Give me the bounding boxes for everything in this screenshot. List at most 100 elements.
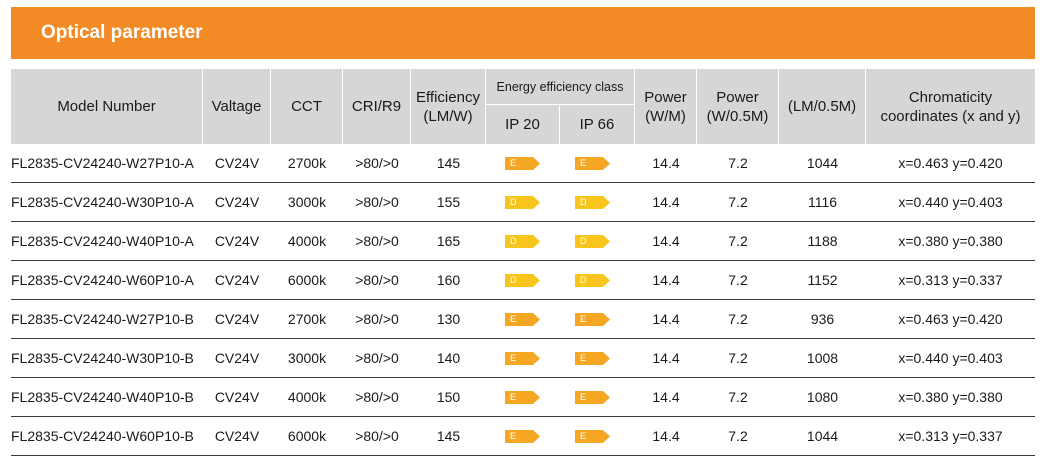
cell-power-half: 7.2 — [728, 311, 748, 327]
energy-class-letter: E — [510, 431, 517, 441]
cell-voltage: CV24V — [214, 311, 260, 327]
energy-class-badge-ip20: E — [505, 313, 540, 326]
cell-lm: 1152 — [807, 272, 838, 288]
cell-efficiency: 160 — [436, 272, 461, 288]
cell-cri: >80/>0 — [355, 350, 399, 366]
energy-class-letter: E — [510, 314, 517, 324]
cell-model: FL2835-CV24240-W27P10-A — [11, 155, 194, 171]
cell-power-half: 7.2 — [728, 194, 748, 210]
cell-chroma: x=0.440 y=0.403 — [898, 350, 1003, 366]
cell-cct: 4000k — [287, 389, 327, 405]
section-title: Optical parameter — [41, 22, 203, 43]
cell-lm: 1008 — [806, 350, 839, 366]
energy-class-letter: D — [510, 236, 517, 246]
cell-lm: 1188 — [807, 233, 838, 249]
table-row: FL2835-CV24240-W40P10-B CV24V 4000k >80/>0 1… — [11, 378, 1035, 417]
energy-class-badge-ip20: D — [505, 196, 540, 209]
energy-class-badge-ip66: E — [575, 352, 610, 365]
energy-class-letter: E — [510, 353, 517, 363]
cell-cct: 4000k — [287, 233, 327, 249]
energy-class-badge-ip20: D — [505, 235, 540, 248]
cell-cri: >80/>0 — [355, 194, 399, 210]
energy-class-letter: E — [580, 353, 587, 363]
cell-cri: >80/>0 — [355, 428, 399, 444]
cell-lm: 1080 — [806, 389, 839, 405]
cell-chroma: x=0.463 y=0.420 — [898, 311, 1003, 327]
energy-class-letter: E — [580, 392, 587, 402]
energy-class-badge-ip66: D — [575, 235, 610, 248]
cell-power-m: 14.4 — [652, 311, 680, 327]
cell-power-half: 7.2 — [728, 428, 748, 444]
energy-class-letter: D — [510, 275, 517, 285]
cell-chroma: x=0.380 y=0.380 — [898, 389, 1003, 405]
energy-class-letter: D — [580, 197, 587, 207]
energy-class-letter: E — [580, 431, 587, 441]
header-cct: CCT — [271, 69, 343, 144]
table-header: Model Number Valtage CCT CRI/R9 Efficien… — [11, 69, 1035, 144]
energy-class-letter: D — [580, 236, 587, 246]
header-power-half: Power (W/0.5M) — [697, 69, 779, 144]
energy-class-letter: E — [580, 314, 587, 324]
cell-power-m: 14.4 — [652, 155, 680, 171]
cell-voltage: CV24V — [214, 389, 260, 405]
cell-efficiency: 155 — [436, 194, 461, 210]
cell-chroma: x=0.380 y=0.380 — [898, 233, 1003, 249]
cell-model: FL2835-CV24240-W60P10-B — [11, 428, 194, 444]
cell-model: FL2835-CV24240-W40P10-B — [11, 389, 194, 405]
cell-cri: >80/>0 — [355, 311, 399, 327]
cell-model: FL2835-CV24240-W60P10-A — [11, 272, 194, 288]
energy-class-badge-ip66: D — [575, 274, 610, 287]
cell-lm: 1116 — [807, 194, 838, 210]
energy-class-letter: E — [510, 392, 517, 402]
cell-cct: 3000k — [287, 350, 327, 366]
energy-class-letter: E — [580, 158, 587, 168]
cell-power-m: 14.4 — [652, 428, 680, 444]
cell-lm: 936 — [810, 311, 835, 327]
table-row: FL2835-CV24240-W60P10-B CV24V 6000k >80/>0 1… — [11, 417, 1035, 456]
cell-chroma: x=0.313 y=0.337 — [898, 272, 1003, 288]
cell-chroma: x=0.463 y=0.420 — [898, 155, 1003, 171]
energy-class-badge-ip66: E — [575, 313, 610, 326]
energy-class-letter: D — [580, 275, 587, 285]
energy-class-badge-ip66: E — [575, 430, 610, 443]
energy-class-badge-ip20: D — [505, 274, 540, 287]
cell-efficiency: 150 — [436, 389, 461, 405]
cell-cct: 2700k — [287, 311, 327, 327]
cell-power-m: 14.4 — [652, 233, 680, 249]
energy-class-badge-ip66: E — [575, 157, 610, 170]
cell-voltage: CV24V — [214, 272, 260, 288]
cell-cct: 3000k — [287, 194, 327, 210]
cell-efficiency: 145 — [436, 155, 461, 171]
cell-cri: >80/>0 — [355, 389, 399, 405]
energy-class-badge-ip20: E — [505, 157, 540, 170]
cell-power-half: 7.2 — [728, 389, 748, 405]
cell-voltage: CV24V — [214, 233, 260, 249]
cell-cri: >80/>0 — [355, 233, 399, 249]
header-chroma: Chromaticity coordinates (x and y) — [880, 88, 1021, 125]
cell-chroma: x=0.313 y=0.337 — [898, 428, 1003, 444]
cell-efficiency: 145 — [436, 428, 461, 444]
cell-efficiency: 130 — [436, 311, 461, 327]
table-row: FL2835-CV24240-W60P10-A CV24V 6000k >80/>0 1… — [11, 261, 1035, 300]
energy-class-letter: E — [510, 158, 517, 168]
cell-model: FL2835-CV24240-W27P10-B — [11, 311, 194, 327]
cell-lm: 1044 — [806, 155, 839, 171]
energy-class-badge-ip20: E — [505, 352, 540, 365]
header-efficiency: Efficiency (LM/W) — [411, 69, 486, 144]
cell-cri: >80/>0 — [355, 272, 399, 288]
cell-voltage: CV24V — [214, 428, 260, 444]
cell-power-m: 14.4 — [652, 272, 680, 288]
cell-power-half: 7.2 — [728, 272, 748, 288]
table-row: FL2835-CV24240-W30P10-A CV24V 3000k >80/>0 1… — [11, 183, 1035, 222]
cell-power-m: 14.4 — [652, 389, 680, 405]
table-row: FL2835-CV24240-W40P10-A CV24V 4000k >80/>0 1… — [11, 222, 1035, 261]
cell-power-half: 7.2 — [728, 233, 748, 249]
header-power-m: Power (W/M) — [635, 69, 697, 144]
header-energy-class: Energy efficiency class — [486, 69, 635, 105]
cell-efficiency: 140 — [436, 350, 461, 366]
cell-voltage: CV24V — [214, 350, 260, 366]
energy-class-badge-ip66: E — [575, 391, 610, 404]
energy-class-letter: D — [510, 197, 517, 207]
cell-cct: 6000k — [287, 428, 327, 444]
header-ip20: IP 20 — [486, 105, 560, 144]
